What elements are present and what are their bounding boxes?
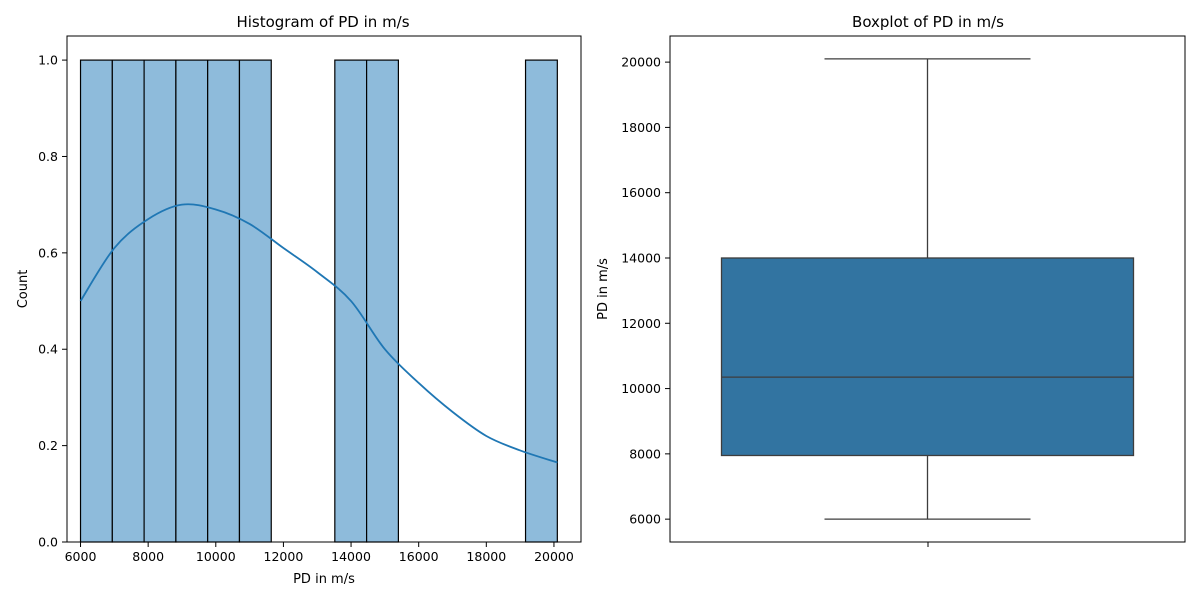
histogram-bar <box>175 59 209 543</box>
y-tick-label: 0.0 <box>38 535 58 550</box>
histogram-panel: Histogram of PD in m/s 6000 8000 10000 1200… <box>16 13 582 587</box>
kde-curve <box>79 203 558 464</box>
histogram-bars <box>79 59 558 543</box>
boxplot-title: Boxplot of PD in m/s <box>852 13 1004 31</box>
x-tick-label: 8000 <box>132 549 164 564</box>
histogram-y-ticks: 0.0 0.2 0.4 0.6 0.8 1.0 <box>38 53 67 550</box>
histogram-bar <box>238 59 272 543</box>
x-tick-label: 10000 <box>196 549 236 564</box>
y-tick-label: 16000 <box>621 185 661 200</box>
y-tick-label: 0.6 <box>38 245 58 260</box>
y-tick-label: 6000 <box>629 512 661 527</box>
y-tick-label: 12000 <box>621 316 661 331</box>
histogram-bar <box>111 59 145 543</box>
histogram-title: Histogram of PD in m/s <box>236 13 409 31</box>
x-tick-label: 20000 <box>534 549 574 564</box>
histogram-x-ticks: 6000 8000 10000 12000 14000 16000 18000 20000 <box>65 542 574 564</box>
histogram-bar <box>143 59 177 543</box>
histogram-bar <box>207 59 241 543</box>
y-tick-label: 1.0 <box>38 53 58 68</box>
y-tick-label: 0.8 <box>38 149 58 164</box>
x-tick-label: 12000 <box>264 549 304 564</box>
boxplot-y-ticks: 6000 8000 10000 12000 14000 16000 18000 20000 <box>621 55 670 527</box>
boxplot-y-label: PD in m/s <box>596 258 611 320</box>
histogram-bar <box>79 59 113 543</box>
histogram-axes-frame <box>66 35 582 543</box>
y-tick-label: 0.2 <box>38 438 58 453</box>
boxplot-elements <box>720 58 1135 520</box>
histogram-bar <box>366 59 399 543</box>
x-tick-label: 14000 <box>331 549 371 564</box>
x-tick-label: 6000 <box>65 549 97 564</box>
histogram-x-label: PD in m/s <box>293 572 355 587</box>
histogram-bar <box>524 59 558 543</box>
y-tick-label: 8000 <box>629 446 661 461</box>
y-tick-label: 0.4 <box>38 342 58 357</box>
y-tick-label: 10000 <box>621 381 661 396</box>
y-tick-label: 14000 <box>621 250 661 265</box>
x-tick-label: 18000 <box>466 549 506 564</box>
boxplot-panel: Boxplot of PD in m/s 6000 8000 10000 12000 1… <box>596 13 1186 547</box>
y-tick-label: 18000 <box>621 120 661 135</box>
histogram-y-label: Count <box>16 270 31 309</box>
iqr-box <box>720 257 1135 457</box>
y-tick-label: 20000 <box>621 55 661 70</box>
x-tick-label: 16000 <box>399 549 439 564</box>
